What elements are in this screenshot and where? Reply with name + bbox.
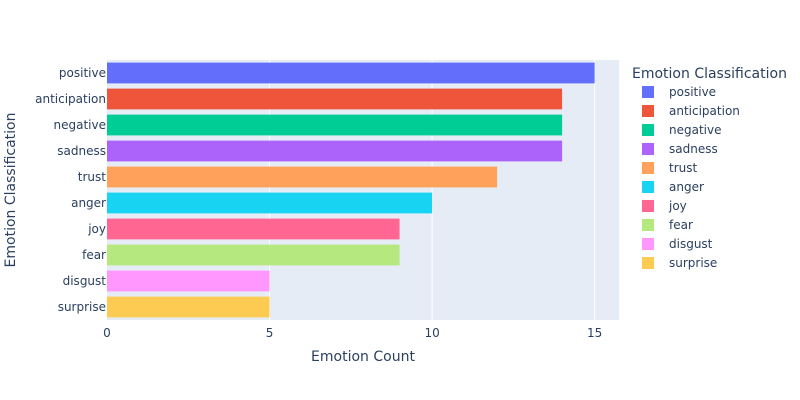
x-tick-label: 10 [424, 326, 439, 340]
x-axis-title: Emotion Count [311, 349, 415, 365]
y-tick-label: fear [82, 248, 106, 262]
bar-disgust [107, 270, 270, 292]
bar-trust [107, 166, 498, 188]
legend-label: trust [669, 161, 697, 175]
legend: Emotion Classification positive anticipat… [632, 66, 787, 270]
legend-swatch-anticipation [642, 105, 654, 117]
y-tick-label: sadness [57, 144, 106, 158]
legend-swatch-joy [642, 200, 654, 212]
bar-surprise [107, 296, 270, 318]
y-tick-label: surprise [58, 300, 106, 314]
bar-fear [107, 244, 400, 266]
bar-joy [107, 218, 400, 240]
y-tick-label: negative [54, 118, 106, 132]
legend-label: surprise [669, 256, 717, 270]
bar-negative [107, 114, 563, 136]
legend-label: negative [669, 123, 721, 137]
bar-anticipation [107, 88, 563, 110]
legend-swatch-anger [642, 181, 654, 193]
bar-anger [107, 192, 433, 214]
legend-label: fear [669, 218, 693, 232]
x-tick-label: 0 [103, 326, 111, 340]
legend-title: Emotion Classification [632, 66, 787, 82]
y-tick-labels: positive anticipation negative sadness trust… [35, 66, 106, 314]
legend-swatch-negative [642, 124, 654, 136]
legend-swatch-sadness [642, 143, 654, 155]
y-axis-title: Emotion Classification [3, 113, 19, 268]
legend-label: anticipation [669, 104, 740, 118]
legend-label: sadness [669, 142, 718, 156]
y-tick-label: disgust [63, 274, 107, 288]
legend-label: anger [669, 180, 704, 194]
legend-swatch-trust [642, 162, 654, 174]
bar-sadness [107, 140, 563, 162]
x-tick-labels: 0 5 10 15 [103, 326, 602, 340]
y-tick-label: anticipation [35, 92, 106, 106]
y-tick-label: trust [78, 170, 106, 184]
x-tick-label: 5 [266, 326, 274, 340]
legend-label: positive [669, 85, 716, 99]
y-tick-label: joy [87, 222, 106, 236]
legend-label: disgust [669, 237, 713, 251]
x-tick-label: 15 [587, 326, 602, 340]
bars [107, 62, 595, 318]
legend-swatch-fear [642, 219, 654, 231]
legend-swatch-surprise [642, 257, 654, 269]
legend-swatch-disgust [642, 238, 654, 250]
y-tick-label: anger [71, 196, 106, 210]
legend-swatch-positive [642, 86, 654, 98]
legend-label: joy [668, 199, 687, 213]
y-tick-label: positive [59, 66, 106, 80]
bar-positive [107, 62, 595, 84]
